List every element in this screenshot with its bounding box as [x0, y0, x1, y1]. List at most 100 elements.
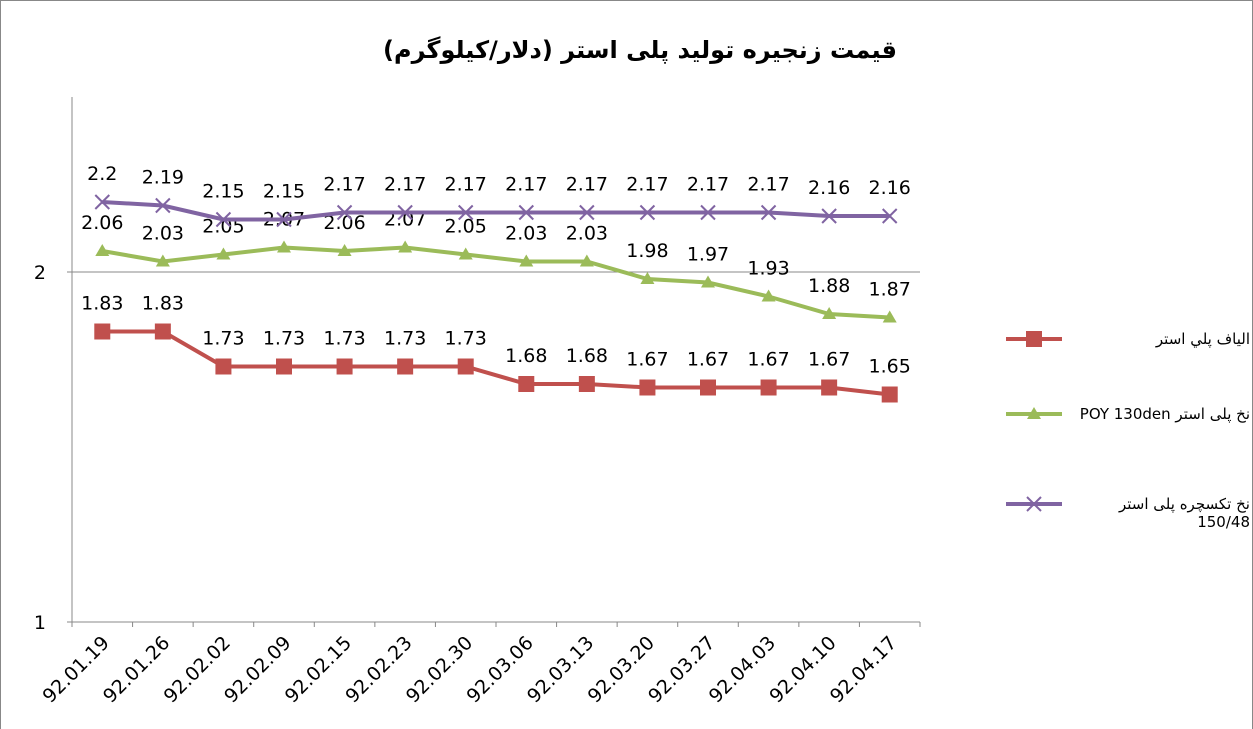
- marker: [578, 376, 595, 392]
- data-label: 2.17: [505, 174, 547, 196]
- data-label: 2.17: [747, 174, 789, 196]
- marker: [336, 204, 353, 221]
- marker: [639, 379, 656, 396]
- marker: [701, 275, 715, 288]
- marker: [337, 244, 352, 256]
- marker: [155, 254, 170, 267]
- data-label: 2.03: [566, 223, 608, 245]
- data-label: 1.73: [263, 328, 305, 350]
- data-label: 2.05: [445, 216, 487, 238]
- data-label: 1.68: [505, 345, 547, 367]
- marker: [397, 358, 414, 375]
- marker: [822, 307, 837, 319]
- marker: [1026, 496, 1042, 512]
- data-label: 1.73: [202, 328, 244, 350]
- marker: [519, 254, 534, 267]
- x-tick-label: 92.04.17: [826, 632, 901, 707]
- data-label: 2.16: [808, 177, 850, 199]
- marker: [276, 358, 292, 375]
- legend-label: نخ تکسچره پلی استر 150/48: [1118, 495, 1250, 531]
- marker: [518, 376, 535, 392]
- marker: [700, 204, 716, 221]
- marker: [94, 194, 110, 210]
- marker: [1027, 407, 1041, 419]
- marker: [397, 204, 413, 221]
- marker: [518, 204, 534, 221]
- data-label: 1.87: [869, 279, 911, 301]
- data-label: 2.17: [384, 174, 426, 196]
- series-line: [101, 245, 890, 320]
- marker: [640, 272, 655, 284]
- data-label: 1.93: [747, 258, 789, 280]
- marker: [398, 240, 413, 253]
- legend-swatch: [1006, 407, 1062, 419]
- marker: [821, 379, 838, 396]
- series-line: [102, 200, 890, 222]
- data-label: 1.88: [808, 275, 850, 297]
- marker: [215, 358, 232, 375]
- data-label: 2.17: [687, 174, 729, 196]
- legend-item: نخ پلی استر POY 130den: [960, 405, 1250, 423]
- data-label: 1.73: [445, 328, 487, 350]
- data-label: 1.65: [869, 356, 911, 378]
- data-label: 2.03: [142, 223, 184, 245]
- data-label: 1.83: [142, 293, 184, 315]
- data-label: 1.68: [566, 345, 608, 367]
- data-label: 2.16: [869, 177, 911, 199]
- legend-swatch: [1006, 496, 1062, 512]
- data-label: 1.98: [626, 240, 668, 262]
- marker: [639, 204, 656, 221]
- marker: [881, 386, 898, 403]
- marker: [216, 247, 231, 260]
- series-line: [102, 329, 890, 397]
- marker: [760, 379, 777, 396]
- data-label: 1.83: [81, 293, 123, 315]
- marker: [760, 204, 777, 221]
- data-label: 2.19: [142, 167, 184, 189]
- data-label: 2.15: [263, 181, 305, 203]
- marker: [821, 208, 837, 224]
- legend-label: نخ پلی استر POY 130den: [1079, 405, 1250, 423]
- data-label: 2.17: [566, 174, 608, 196]
- marker: [277, 240, 291, 253]
- marker: [276, 211, 292, 228]
- data-label: 1.67: [808, 349, 850, 371]
- data-label: 2.17: [445, 174, 487, 196]
- marker: [155, 197, 171, 214]
- chart-title: قیمت زنجیره تولید پلی استر (دلار/کیلوگرم…: [383, 36, 897, 64]
- legend-label: الیاف پلي استر: [1155, 330, 1250, 348]
- marker: [882, 310, 897, 323]
- marker: [458, 204, 474, 221]
- data-label: 2.15: [202, 181, 244, 203]
- marker: [458, 247, 473, 260]
- data-label: 1.67: [626, 349, 668, 371]
- marker: [882, 208, 898, 224]
- data-label: 2.17: [323, 174, 365, 196]
- data-label: 1.67: [687, 349, 729, 371]
- data-label: 2.17: [626, 174, 668, 196]
- legend-item: نخ تکسچره پلی استر 150/48: [960, 495, 1250, 531]
- data-label: 1.67: [747, 349, 789, 371]
- legend-swatch: [1006, 331, 1062, 347]
- legend-item: الیاف پلي استر: [960, 330, 1250, 348]
- marker: [154, 323, 171, 340]
- data-label: 2.06: [323, 212, 365, 234]
- marker: [579, 204, 595, 221]
- y-tick-label: 1: [34, 612, 46, 634]
- data-label: 2.03: [505, 223, 547, 245]
- data-label: 2.06: [81, 212, 123, 234]
- marker: [457, 358, 474, 375]
- marker: [700, 379, 716, 396]
- y-tick-label: 2: [34, 262, 46, 284]
- marker: [1026, 331, 1042, 347]
- marker: [336, 358, 353, 375]
- marker: [95, 244, 110, 256]
- marker: [215, 211, 232, 228]
- marker: [761, 289, 776, 302]
- data-label: 1.97: [687, 244, 729, 266]
- marker: [94, 323, 111, 340]
- data-label: 2.2: [87, 163, 117, 185]
- marker: [579, 254, 594, 267]
